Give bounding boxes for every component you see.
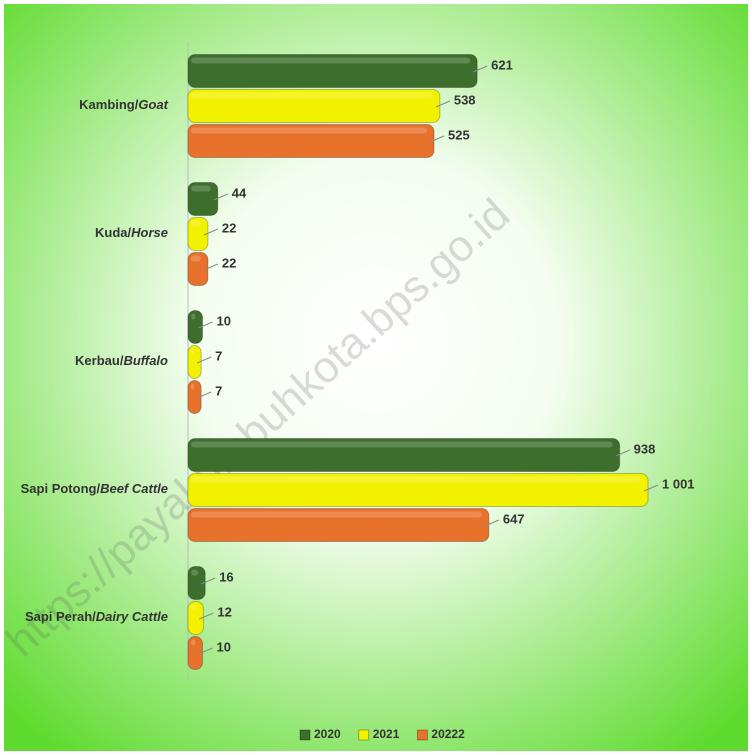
bar xyxy=(187,438,621,472)
category-label: Kuda/Horse xyxy=(95,225,168,240)
leader-line xyxy=(198,647,213,655)
bar xyxy=(187,473,649,507)
category-label-part: Goat xyxy=(138,97,168,112)
category-label-part: Kerbau/ xyxy=(75,353,124,368)
bar xyxy=(187,345,202,379)
bar xyxy=(187,252,209,286)
leader-line xyxy=(196,356,212,364)
bar-highlight xyxy=(191,313,196,320)
value-label: 621 xyxy=(491,57,513,72)
leader-line xyxy=(643,484,659,492)
bar-highlight xyxy=(191,92,433,99)
legend-swatch xyxy=(358,729,370,741)
value-label: 16 xyxy=(219,569,233,584)
leader-line xyxy=(199,612,214,620)
leader-line xyxy=(196,391,212,399)
value-label: 525 xyxy=(448,127,470,142)
category-label-part: Kambing/ xyxy=(79,97,139,112)
bar xyxy=(187,182,219,216)
bar xyxy=(187,310,203,344)
bar-highlight xyxy=(191,348,195,355)
leader-line xyxy=(435,100,451,108)
category-label: Kerbau/Buffalo xyxy=(75,353,168,368)
bar xyxy=(187,601,204,635)
value-label: 938 xyxy=(634,441,656,456)
bar-highlight xyxy=(191,185,211,192)
legend-swatch xyxy=(299,729,311,741)
value-label: 10 xyxy=(216,313,230,328)
category-label-part: Sapi Potong/ xyxy=(21,481,101,496)
value-label: 647 xyxy=(503,511,525,526)
value-label: 7 xyxy=(215,348,222,363)
category-label: Sapi Perah/Dairy Cattle xyxy=(25,609,168,624)
value-label: 1 001 xyxy=(662,476,695,491)
leader-line xyxy=(472,65,488,73)
bar-highlight xyxy=(191,476,641,483)
legend-label: 2021 xyxy=(373,727,400,741)
legend-label: 2020 xyxy=(314,727,341,741)
value-label: 12 xyxy=(217,604,231,619)
leader-line xyxy=(484,519,500,527)
leader-line xyxy=(200,577,216,585)
value-label: 44 xyxy=(232,185,247,200)
leader-line xyxy=(615,449,630,457)
category-label-part: Horse xyxy=(131,225,168,240)
category-label-part: Beef Cattle xyxy=(100,481,168,496)
category-label: Sapi Potong/Beef Cattle xyxy=(21,481,168,496)
bar xyxy=(187,566,206,600)
category-label-part: Dairy Cattle xyxy=(96,609,168,624)
bar-highlight xyxy=(191,441,613,448)
bar xyxy=(187,380,202,414)
bar xyxy=(187,217,209,251)
bar xyxy=(187,124,435,158)
leader-line xyxy=(213,193,228,201)
category-label-part: Buffalo xyxy=(123,353,168,368)
bar-highlight xyxy=(191,127,428,134)
legend-swatch xyxy=(416,729,428,741)
category-label-part: Kuda/ xyxy=(95,225,132,240)
bar-highlight xyxy=(191,569,199,576)
value-label: 22 xyxy=(222,220,236,235)
bar xyxy=(187,89,441,123)
leader-line xyxy=(429,135,445,143)
value-label: 10 xyxy=(216,639,230,654)
bar xyxy=(187,54,478,88)
value-label: 22 xyxy=(222,255,236,270)
legend-label: 20222 xyxy=(431,727,465,741)
category-label: Kambing/Goat xyxy=(79,97,169,112)
bar-highlight xyxy=(191,220,201,227)
bar-highlight xyxy=(191,639,196,646)
bar-highlight xyxy=(191,511,482,518)
bar-highlight xyxy=(191,57,471,64)
leader-line xyxy=(198,321,213,329)
value-label: 7 xyxy=(215,383,222,398)
leader-line xyxy=(203,228,219,236)
value-label: 538 xyxy=(454,92,476,107)
bar-highlight xyxy=(191,604,197,611)
category-label-part: Sapi Perah/ xyxy=(25,609,96,624)
leader-line xyxy=(203,263,219,271)
bar-highlight xyxy=(191,255,201,262)
bar xyxy=(187,636,203,670)
bar xyxy=(187,508,490,542)
bar-highlight xyxy=(191,383,195,390)
